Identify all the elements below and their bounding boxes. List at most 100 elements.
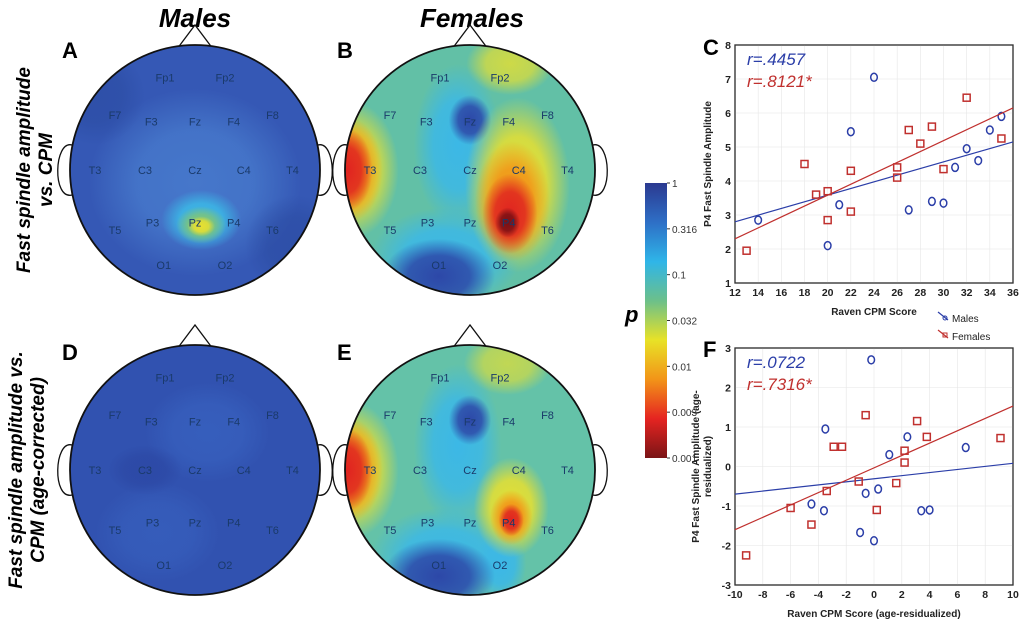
- electrode-label-t4: T4: [286, 465, 299, 477]
- x-tick-label: 6: [954, 589, 960, 601]
- electrode-label-f7: F7: [384, 110, 397, 122]
- data-point-females: [786, 503, 795, 513]
- data-point-males: [835, 200, 844, 210]
- scalp-map: [345, 345, 595, 595]
- electrode-label-t6: T6: [541, 225, 554, 237]
- electrode-label-o1: O1: [431, 560, 446, 572]
- electrode-label-c4: C4: [237, 465, 251, 477]
- fit-line-males: [734, 462, 1014, 495]
- data-point-males: [951, 162, 960, 173]
- data-point-males: [985, 125, 994, 135]
- electrode-label-f8: F8: [541, 410, 554, 422]
- data-point-males: [874, 484, 883, 494]
- data-point-females: [997, 134, 1006, 143]
- electrode-label-p3: P3: [421, 218, 434, 230]
- electrode-label-cz: Cz: [188, 465, 201, 477]
- fit-line-males: [734, 141, 1014, 223]
- electrode-label-f8: F8: [266, 410, 279, 422]
- electrode-label-f3: F3: [420, 116, 433, 128]
- electrode-label-fp2: Fp2: [216, 373, 235, 385]
- panel-letter-f: F: [703, 337, 716, 362]
- electrode-label-p4: P4: [227, 218, 240, 230]
- activity-region: [382, 538, 495, 595]
- data-point-males: [856, 527, 865, 538]
- data-point-males: [846, 126, 855, 137]
- data-point-females: [822, 486, 831, 496]
- x-tick-label: 24: [868, 287, 880, 299]
- data-point-males: [903, 432, 912, 442]
- data-point-females: [872, 505, 882, 515]
- electrode-label-fp1: Fp1: [156, 373, 175, 385]
- data-point-females: [846, 207, 856, 216]
- legend: Males Females: [937, 311, 990, 343]
- colorbar-tick-label: 0.003: [672, 408, 697, 419]
- electrode-label-p4: P4: [502, 218, 515, 230]
- electrode-label-f3: F3: [420, 416, 433, 428]
- electrode-label-fz: Fz: [464, 116, 476, 128]
- data-point-females: [904, 125, 913, 135]
- data-point-females: [891, 478, 901, 488]
- ear-outline: [57, 444, 73, 496]
- x-tick-label: 28: [914, 287, 926, 299]
- legend-males-line: [937, 311, 949, 321]
- correlation-annotation-males: r=.0722: [747, 353, 806, 372]
- x-tick-label: 22: [845, 287, 857, 299]
- data-point-males: [821, 424, 830, 434]
- electrode-label-t3: T3: [89, 465, 102, 477]
- electrode-label-cz: Cz: [188, 165, 201, 177]
- y-tick-label: 3: [725, 210, 731, 222]
- legend-males-marker: [942, 315, 948, 321]
- electrode-label-c3: C3: [413, 165, 427, 177]
- x-tick-label: 10: [1007, 589, 1019, 601]
- electrode-label-f7: F7: [109, 110, 122, 122]
- x-tick-label: -6: [786, 589, 795, 601]
- electrode-label-f8: F8: [541, 110, 554, 122]
- data-point-males: [869, 536, 879, 546]
- x-tick-label: 12: [729, 287, 741, 299]
- x-tick-label: 8: [982, 589, 988, 601]
- y-tick-label: 7: [725, 74, 731, 86]
- correlation-annotation-females: r=.8121*: [747, 72, 813, 91]
- data-point-females: [846, 166, 856, 176]
- activity-region: [448, 395, 492, 445]
- x-tick-label: 14: [752, 287, 764, 299]
- y-axis-label: P4 Fast Spindle Amplitude (age-: [691, 390, 702, 542]
- electrode-label-o2: O2: [218, 260, 233, 272]
- scatter-plot-f: -10 -8 -6 -4 -2 0 2 4 6 8 10-3-2-10123r=.0722r=.73…: [691, 343, 1019, 620]
- data-point-males: [939, 198, 948, 208]
- topomaps: Fp1 Fp2 F7 F3 Fz F4 F8 T3 C3 Cz C4 T4 T5 P3 Pz P4 T6 O1 O2…: [57, 23, 608, 596]
- colorbar-tick-label: 0.032: [672, 317, 697, 328]
- electrode-label-t6: T6: [541, 525, 554, 537]
- head-outline: [69, 44, 321, 296]
- x-tick-label: 32: [961, 287, 973, 299]
- legend-females-marker: [942, 332, 948, 338]
- ear-outline: [592, 144, 608, 196]
- data-point-females: [927, 122, 937, 131]
- electrode-label-t3: T3: [89, 165, 102, 177]
- colorbar-tick-label: 0.01: [672, 362, 692, 373]
- plot-frame: [734, 347, 1014, 586]
- y-tick-label: 4: [725, 176, 731, 188]
- data-point-females: [741, 551, 751, 560]
- colorbar-gradient: [645, 183, 667, 458]
- electrode-label-f8: F8: [266, 110, 279, 122]
- data-point-females: [800, 159, 809, 169]
- row-label-2-line2: CPM (age-corrected): [28, 377, 49, 563]
- electrode-label-f3: F3: [145, 116, 158, 128]
- electrode-label-c3: C3: [138, 165, 152, 177]
- electrode-label-c3: C3: [138, 465, 152, 477]
- panel-letter-b: B: [337, 38, 353, 63]
- fit-line-females: [734, 405, 1014, 531]
- data-point-males: [925, 505, 934, 515]
- electrode-label-fp2: Fp2: [491, 373, 510, 385]
- y-axis-label: residualized): [703, 436, 714, 497]
- activity-region: [382, 238, 495, 295]
- data-point-males: [819, 505, 829, 516]
- activity-region: [95, 482, 220, 583]
- data-point-males: [917, 505, 926, 516]
- scalp-map: [70, 345, 320, 595]
- data-point-females: [916, 139, 925, 148]
- electrode-label-pz: Pz: [189, 218, 202, 230]
- y-tick-label: -1: [722, 501, 731, 513]
- data-point-males: [927, 196, 936, 207]
